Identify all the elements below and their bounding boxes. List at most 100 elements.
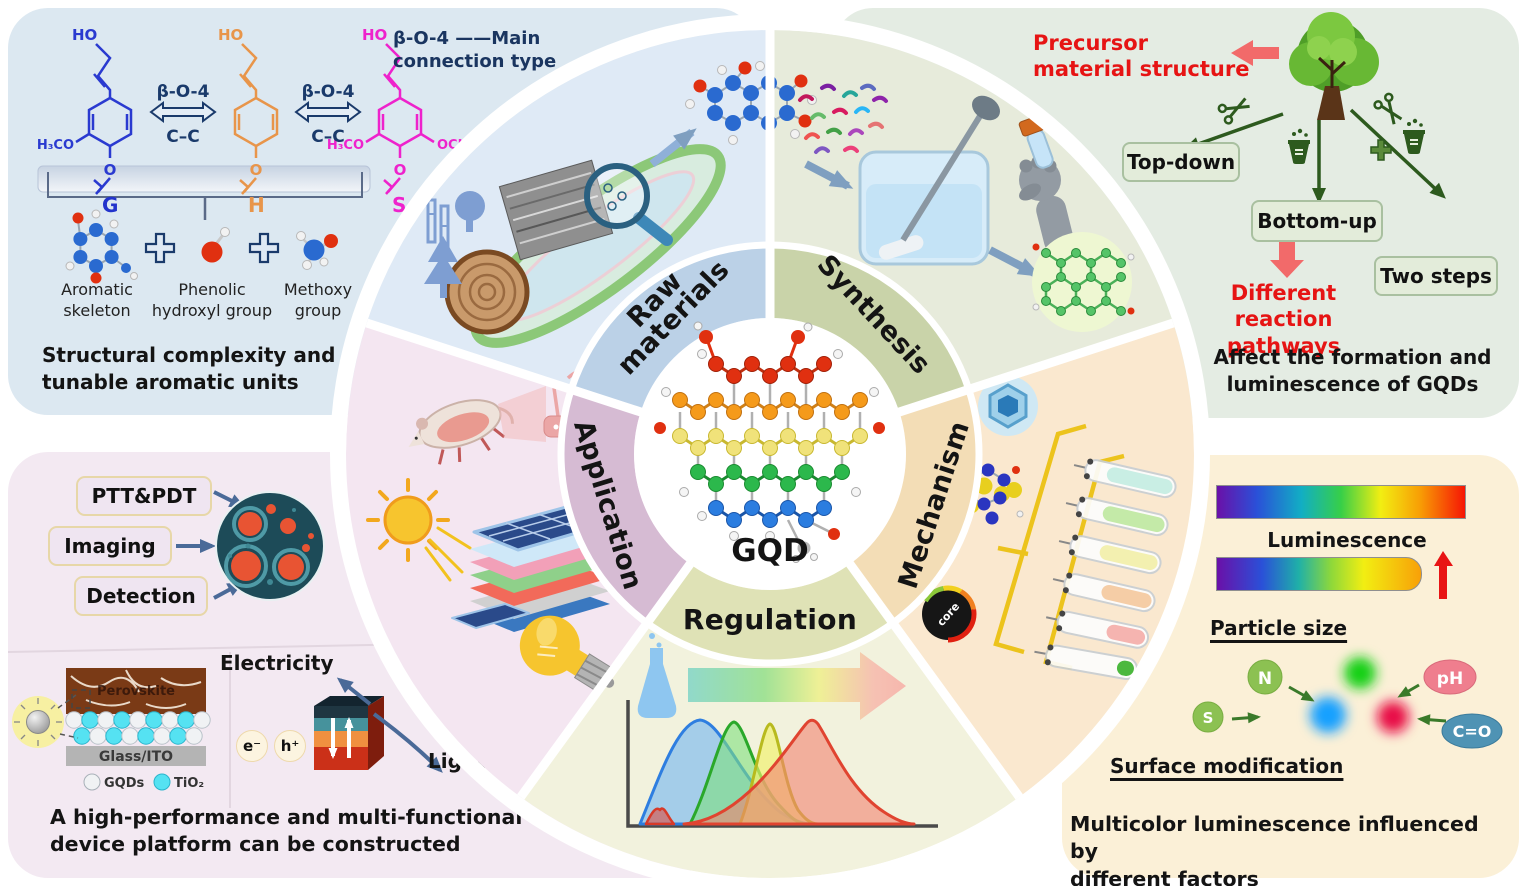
monolignol-g-icon: HO H₃CO O G [37,26,133,217]
test-tube [1052,572,1156,613]
svg-text:O: O [104,161,117,179]
gqd-molecule-icon [654,321,885,563]
ring-synthesis [770,248,966,412]
signal-beam [498,386,546,442]
svg-text:β-O-4: β-O-4 [302,82,355,102]
svg-text:HO: HO [72,26,97,44]
red-down-arrow-icon [1270,242,1304,278]
svg-text:HO: HO [362,26,387,44]
svg-text:O: O [250,161,263,179]
component-label-methoxy: Methoxy group [283,280,353,320]
magnifier-icon [584,163,673,246]
factor-arrow [1417,714,1447,726]
svg-text:S: S [392,193,406,217]
perovskite-device-icon: Perovskite Glass/ITO GQDs TiO₂ [65,668,211,791]
svg-text:TiO₂: TiO₂ [174,776,204,791]
dopant-n-badge: N [1247,659,1283,695]
svg-text:G: G [102,193,118,217]
svg-text:N: N [1258,669,1272,689]
scissors-icon [1373,92,1403,125]
lignin-molecule-icon [685,61,817,145]
ring-raw-materials [574,248,770,412]
emission-spectrum-bar-short [1216,557,1422,591]
component-label-phenolic: Phenolic hydroxyl group [151,280,273,320]
svg-text:H₃CO: H₃CO [37,138,74,153]
svg-text:C–C: C–C [311,127,344,147]
test-tube [1058,534,1162,575]
electron-badge: e⁻ [236,730,268,762]
section-label-regulation: Regulation [682,603,858,636]
red-peak [682,718,916,826]
test-tube [1045,610,1150,649]
svg-text:HO: HO [218,26,243,44]
surface-modification-label: Surface modification [1110,754,1344,778]
monolignol-s-icon: HO H₃CO OCH₃ O S [327,26,474,217]
biomass-plants-icon [424,191,485,298]
raw-materials-illustration [424,61,817,348]
core-sphere-icon: core [922,585,977,643]
tag-ptt-pdt: PTT&PDT [76,476,212,516]
svg-text:O: O [394,161,407,179]
svg-text:C=O: C=O [1453,722,1492,741]
bond-exchange-arrow: β-O-4 C–C [294,82,362,147]
luminescence-art: N S pH C=O [1192,551,1503,749]
test-tube-rack [1034,458,1177,680]
carbonyl-badge: C=O [1441,713,1503,749]
precursor-caption: Affect the formation and luminescence of… [1213,345,1492,396]
ph-badge: pH [1423,659,1477,695]
svg-text:Glass/ITO: Glass/ITO [99,749,173,765]
monolignol-h-icon: HO O H [218,26,279,217]
bond-exchange-arrow: β-O-4 C–C [149,82,217,147]
plus-icon [144,232,176,264]
lignin-structures-art: HO H₃CO O G HO O H [37,26,474,284]
gqd-tio2-layer [65,711,211,745]
route-top-down: Top-down [1122,142,1240,182]
ring-regulation [648,564,892,661]
connection-type-note: β-O-4 ——Main connection type [393,28,557,72]
center-gqd-label: GQD [731,533,809,569]
crystal-hexagon-icon [978,376,1038,436]
svg-text:pH: pH [1437,669,1463,689]
reaction-beaker-icon [858,95,1000,266]
svg-text:Perovskite: Perovskite [97,684,175,699]
red-emission-dot [1377,701,1409,733]
factor-arrow [1397,683,1420,698]
mechanism-illustration: core [922,376,1177,680]
tag-imaging: Imaging [48,526,172,566]
green-emission-dot [1344,657,1376,689]
wood-block-icon [498,159,614,261]
red-bump [644,807,676,826]
electricity-label: Electricity [220,651,334,675]
sun-icon [366,478,472,582]
component-label-aromatic: Aromatic skeleton [61,280,133,320]
svg-text:H: H [248,193,265,217]
emission-spectra-curves [638,718,916,826]
phenolic-hydroxyl-icon [201,227,230,263]
test-tube [1065,496,1169,537]
electricity-arrow [336,677,372,706]
mouse-icon [408,399,514,465]
plus-icon [1370,139,1392,161]
lignin-caption: Structural complexity and tunable aromat… [42,343,336,394]
precursor-art [1183,12,1446,278]
log-icon [444,249,530,335]
svg-text:S: S [1203,709,1214,727]
svg-text:C–C: C–C [166,127,199,147]
device-caption: A high-performance and multi-functional … [50,805,523,857]
precursor-confetti-icon [798,83,888,154]
tree-icon [1289,12,1379,120]
spectra-axis [626,700,938,828]
device-application-art: Perovskite Glass/ITO GQDs TiO₂ [8,490,529,808]
regulation-illustration [626,621,938,828]
synthesis-illustration [798,83,1135,332]
into-beaker-arrow [804,160,854,190]
beaker-icon [1403,118,1425,154]
emission-spectrum-bar [1216,485,1466,519]
aromatic-skeleton-icon [65,209,138,284]
route-two-steps: Two steps [1374,256,1498,296]
plus-icon [248,232,280,264]
factor-arrow [1231,712,1261,724]
test-tube [1073,458,1177,499]
svg-text:H₃CO: H₃CO [327,138,364,153]
